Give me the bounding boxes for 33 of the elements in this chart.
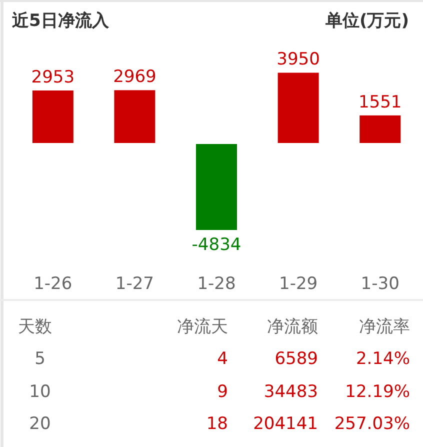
text: 204141	[253, 414, 318, 434]
text: 净流额	[267, 317, 318, 337]
text: 单位(万元)	[324, 11, 409, 31]
text: 天数	[18, 317, 52, 337]
text: 2.14%	[356, 349, 410, 369]
text: 4	[217, 349, 228, 369]
text: 10	[29, 382, 51, 402]
x-tick-label: 1-30	[360, 274, 400, 294]
bar	[32, 90, 74, 143]
chart-title: 近5日净流入	[11, 11, 110, 31]
data-label: 3950	[276, 50, 320, 70]
text: 18	[206, 414, 228, 434]
text: 12.19%	[345, 382, 410, 402]
x-tick-label: 1-29	[279, 274, 318, 294]
bar	[278, 72, 319, 143]
x-tick-label: 1-26	[34, 274, 72, 294]
bar	[196, 144, 237, 230]
text: 6589	[274, 349, 318, 369]
text: 净流天	[177, 317, 228, 337]
text: 20	[29, 414, 51, 434]
x-tick-label: 1-28	[197, 274, 236, 294]
text: 257.03%	[334, 414, 410, 434]
text: 34483	[264, 382, 318, 402]
data-label: 1551	[358, 92, 402, 112]
bar	[360, 115, 401, 143]
text: 净流率	[359, 317, 410, 337]
x-tick-label: 1-27	[115, 274, 154, 294]
text: 9	[217, 382, 228, 402]
bar	[114, 90, 156, 143]
data-label: -4834	[192, 235, 242, 255]
data-label: 2969	[113, 67, 156, 88]
data-label: 2953	[31, 67, 75, 88]
text: 5	[34, 349, 46, 369]
